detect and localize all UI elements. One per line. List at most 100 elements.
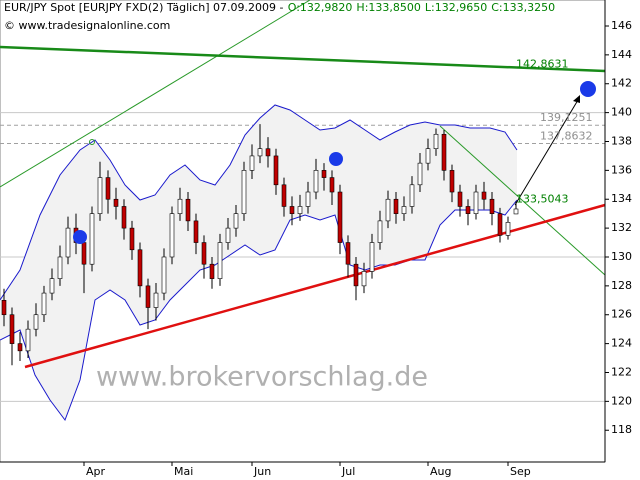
- resistance-line: [0, 45, 606, 73]
- candle-body: [473, 191, 479, 214]
- candle-body: [193, 220, 199, 243]
- x-tick-label: Aug: [430, 465, 451, 478]
- trend-line-up: [0, 0, 311, 188]
- candle-body: [57, 256, 63, 279]
- arrow-head: [573, 95, 580, 103]
- candle-body: [153, 292, 159, 308]
- watermark: www.brokervorschlag.de: [96, 362, 428, 393]
- candle-body: [321, 170, 327, 178]
- candle-body: [281, 184, 287, 207]
- subtitle: © www.tradesignalonline.com: [4, 19, 170, 32]
- signal-dot: [73, 230, 87, 244]
- candle-body: [489, 198, 495, 214]
- bollinger-upper: [0, 104, 518, 301]
- x-tick-label: Sep: [510, 465, 531, 478]
- x-tick-label: Mai: [174, 465, 193, 478]
- candle-body: [137, 249, 143, 287]
- candle-body: [345, 242, 351, 265]
- level-label: 133,5043: [516, 192, 569, 205]
- candle-body: [97, 177, 103, 214]
- trend-anchor: [89, 139, 95, 145]
- candle-body: [361, 271, 367, 287]
- chart-title: EUR/JPY Spot [EURJPY FXD(2) Täglich] 07.…: [4, 1, 555, 14]
- candle-body: [129, 227, 135, 251]
- signal-dot: [329, 152, 343, 166]
- y-tick-label: 126: [611, 308, 632, 321]
- candle-body: [9, 314, 15, 344]
- x-tick-label: Apr: [86, 465, 106, 478]
- candle-body: [329, 177, 335, 193]
- candle-body: [497, 213, 503, 236]
- candle-body: [265, 148, 271, 157]
- candle-body: [505, 222, 511, 236]
- candle-body: [369, 242, 375, 272]
- candle-body: [49, 278, 55, 294]
- candle-body: [433, 133, 439, 150]
- y-tick-label: 134: [611, 192, 632, 205]
- candle-body: [89, 213, 95, 265]
- candle-body: [249, 155, 255, 171]
- candle-body: [513, 208, 519, 215]
- candle-body: [241, 170, 247, 214]
- y-tick-label: 142: [611, 77, 632, 90]
- trend-line-down: [439, 125, 606, 276]
- candle-body: [201, 242, 207, 265]
- candle-body: [121, 206, 127, 229]
- candle-body: [385, 198, 391, 222]
- level-label: 139,1251: [540, 111, 593, 124]
- x-tick-label: Jul: [341, 465, 355, 478]
- bollinger-band-fill: [0, 105, 517, 420]
- candle-body: [113, 198, 119, 207]
- candle-body: [273, 155, 279, 186]
- candle-body: [353, 263, 359, 287]
- candle-body: [481, 191, 487, 200]
- candle-body: [393, 198, 399, 214]
- y-tick-label: 120: [611, 394, 632, 407]
- candle-body: [1, 299, 7, 316]
- candle-body: [465, 206, 471, 214]
- ohlc-label: C:133,3250: [491, 1, 555, 14]
- candle-body: [185, 198, 191, 222]
- candle-body: [209, 263, 215, 279]
- candle-body: [457, 191, 463, 207]
- title: EUR/JPY Spot [EURJPY FXD(2) Täglich] 07.…: [4, 1, 284, 14]
- candle-body: [289, 206, 295, 214]
- candle-body: [169, 213, 175, 258]
- candle-body: [313, 170, 319, 193]
- candle-body: [417, 162, 423, 186]
- candle-body: [65, 227, 71, 258]
- candle-body: [17, 343, 23, 352]
- x-tick-label: Jun: [253, 465, 271, 478]
- candle-body: [337, 191, 343, 243]
- y-tick-label: 140: [611, 106, 632, 119]
- y-tick-label: 124: [611, 337, 632, 350]
- y-tick-label: 136: [611, 163, 632, 176]
- y-tick-label: 138: [611, 134, 632, 147]
- candle-body: [161, 256, 167, 294]
- y-tick-label: 144: [611, 48, 632, 61]
- candle-body: [105, 177, 111, 200]
- candles: [1, 124, 519, 366]
- level-label: 137,8632: [540, 129, 593, 142]
- candle-body: [425, 148, 431, 164]
- y-tick-label: 130: [611, 250, 632, 263]
- y-tick-label: 132: [611, 221, 632, 234]
- candle-body: [305, 191, 311, 207]
- candle-body: [233, 213, 239, 229]
- candle-body: [25, 328, 31, 352]
- candle-body: [225, 227, 231, 243]
- candle-body: [177, 198, 183, 214]
- y-tick-label: 128: [611, 279, 632, 292]
- candle-body: [441, 133, 447, 171]
- ohlc-label: O:132,9820: [288, 1, 353, 14]
- candle-body: [33, 314, 39, 330]
- y-tick-label: 146: [611, 19, 632, 32]
- arrow: [514, 99, 579, 206]
- target-dot: [580, 81, 596, 97]
- ohlc-label: H:133,8500: [356, 1, 420, 14]
- candle-body: [81, 242, 87, 265]
- candle-body: [257, 148, 263, 157]
- y-tick-label: 122: [611, 365, 632, 378]
- level-label: 142,8631: [516, 57, 569, 70]
